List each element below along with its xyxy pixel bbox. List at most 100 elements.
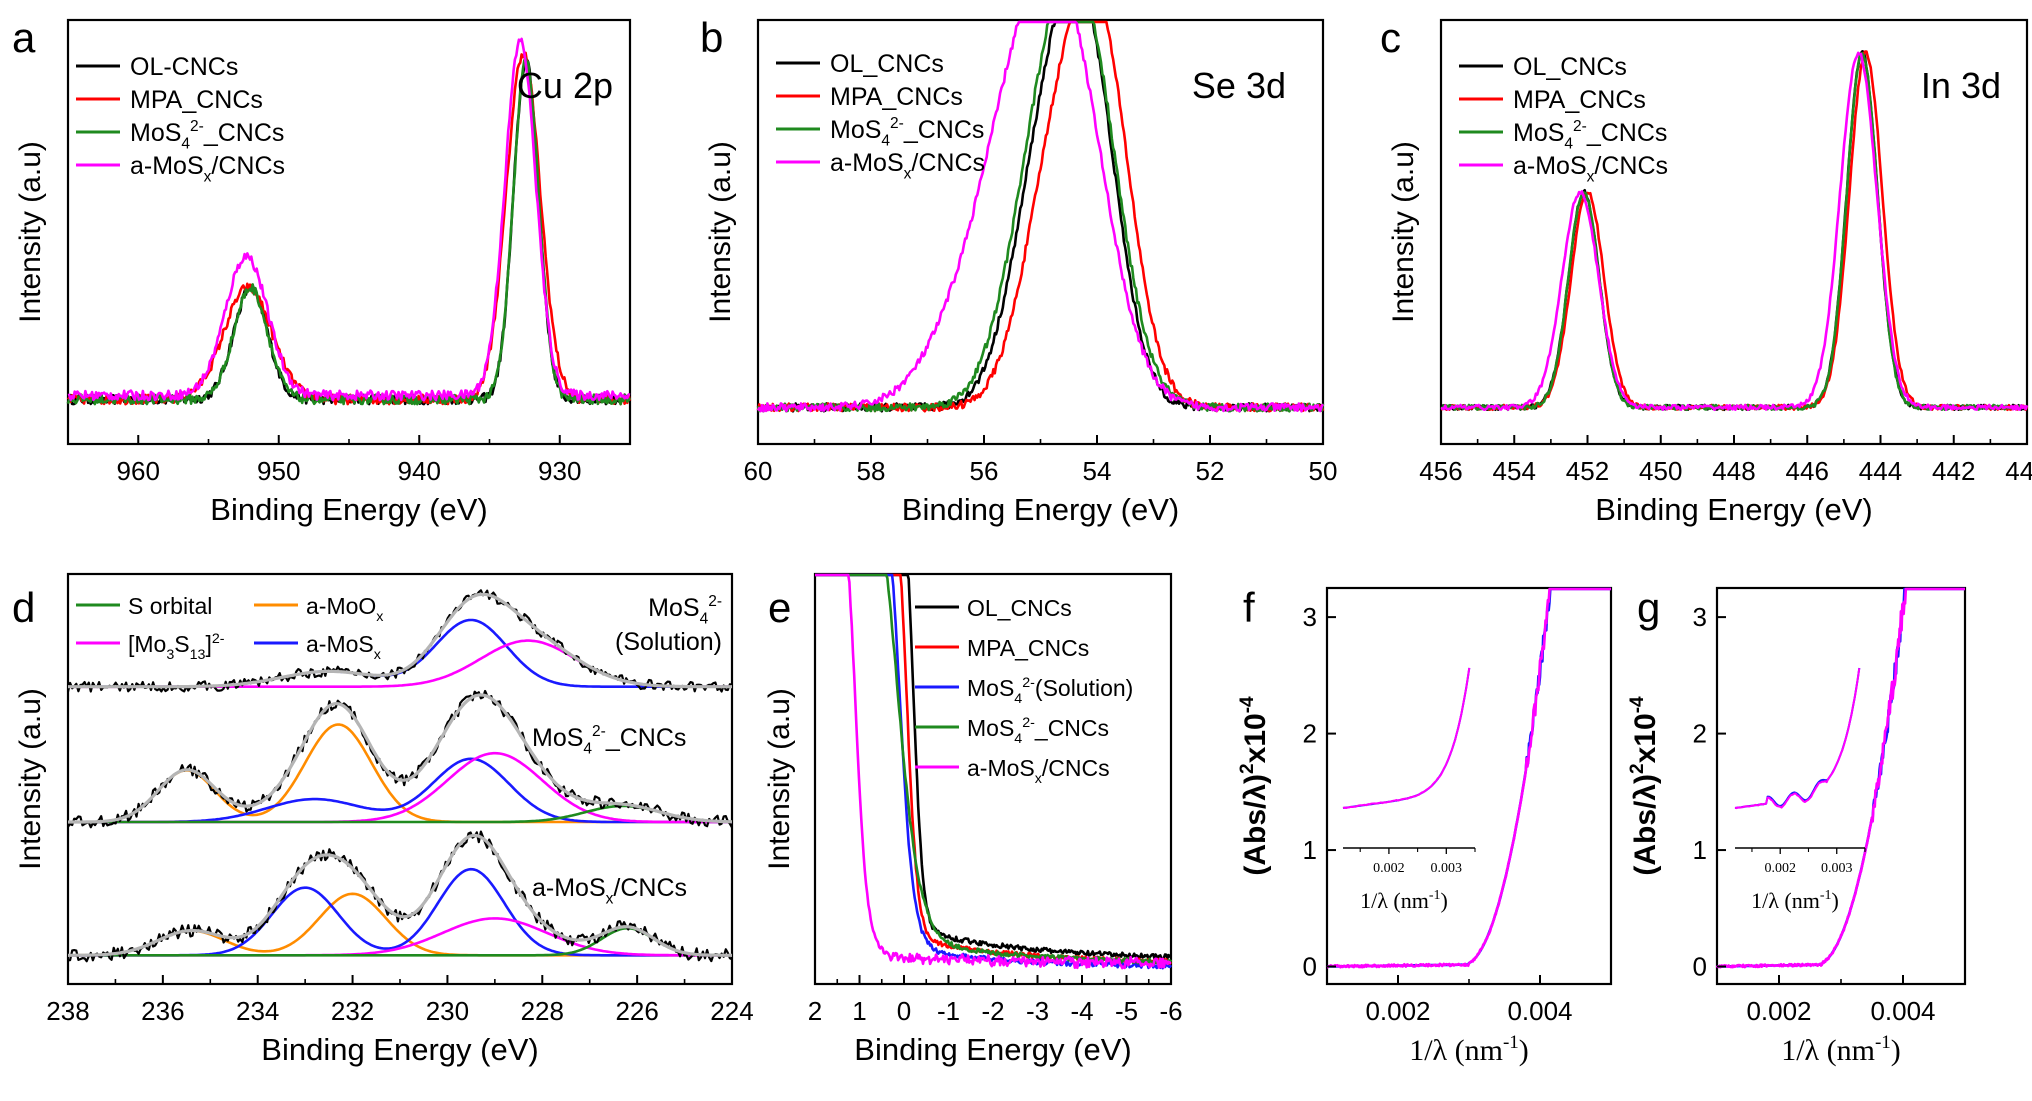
legend-label-part: ] [205,631,211,657]
legend-label-part: a-MoS [967,755,1035,781]
panel-c: c 456 454 452 450 448 446 444 442 440 Binding Ener… [1380,14,2032,527]
stack-label-part: MoS [532,724,583,752]
x-tick-label: 440 [2005,456,2032,486]
panel-letter-g: g [1637,584,1660,631]
y-tick-label: 1 [1693,835,1707,865]
legend-label-part: S orbital [128,593,212,619]
x-tick-label: 1 [852,996,866,1026]
legend-label-part: OL_CNCs [830,50,944,78]
x-tick-label: 224 [710,996,753,1026]
component-magenta [68,751,732,824]
legend-label-part: 2- [1022,715,1035,731]
x-tick-label: 930 [538,456,581,486]
y-tick-label: 1 [1303,835,1317,865]
x-tick-label: 58 [857,456,886,486]
x-axis-label: 1/λ (nm-1) [1781,1032,1901,1067]
chart-title: Se 3d [1192,65,1286,106]
x-axis-label: Binding Energy (eV) [261,1032,538,1067]
inset-x-tick-label: 0.002 [1764,861,1796,876]
panel-d: d 238 236 234 232 230 228 226 224 Binding Energy … [12,572,754,1067]
inset-x-label-part: ) [1832,888,1839,913]
x-tick-label: 50 [1309,456,1338,486]
legend-label: OL_CNCs [1513,53,1627,81]
legend-label-part: a-MoS [830,149,904,177]
panel-letter-f: f [1243,584,1255,631]
x-tick-label: -5 [1115,996,1138,1026]
fitted-envelope [68,693,733,824]
x-tick-label: -4 [1070,996,1093,1026]
y-tick-label: 3 [1303,602,1317,632]
panel-letter-a: a [12,14,36,61]
x-tick-label: 456 [1419,456,1462,486]
panel-b: b 60 58 56 54 52 50 Binding Energy (eV) Intensit… [700,14,1337,527]
legend-label: MoS42-_CNCs [830,115,984,150]
legend-label-part: /CNCs [1042,755,1110,781]
legend-label-part: /CNCs [1594,152,1668,180]
y-tick-label: 0 [1693,952,1707,982]
inset-series-magenta [1342,667,1471,809]
legend-label: a-MoSx/CNCs [967,755,1110,787]
x-tick-label: 448 [1712,456,1755,486]
stack-label-part: a-MoS [532,874,606,902]
y-axis-label-part: -4 [1627,696,1648,713]
legend-label-part: [Mo [128,631,166,657]
legend-label-part: 2- [890,115,904,132]
x-axis-label-part: 1/λ (nm [1781,1034,1875,1067]
legend-label-part: 2- [1022,675,1035,691]
x-tick-label: 0.004 [1870,996,1935,1026]
legend-label-part: x [204,169,212,186]
y-axis-label-part: x10 [1239,713,1272,763]
x-tick-label: 442 [1932,456,1975,486]
x-tick-label: -1 [937,996,960,1026]
legend-label-part: 4 [1014,691,1022,707]
legend-label-part: x [376,609,383,625]
y-axis-label-part: -4 [1237,696,1258,713]
series-line-magenta [814,573,1172,970]
x-tick-label: 238 [46,996,89,1026]
legend-label-part: _CNCs [1586,119,1668,147]
legend-label: MoS42-_CNCs [130,118,284,153]
y-axis-label: Intensity (a.u) [704,141,737,323]
x-tick-label: 444 [1859,456,1902,486]
panel-e: e 2 1 0 -1 -2 -3 -4 -5 -6 Binding Energy (eV) Inten… [763,572,1183,1067]
legend-label-part: 2- [190,118,204,135]
y-tick-label: 3 [1693,602,1707,632]
panel-letter-d: d [12,584,35,631]
stack-label-part: 2- [708,593,722,610]
stack-label-part: /CNCs [613,874,687,902]
legend-label-part: x [904,166,912,183]
inset-x-label-part: 1/λ (nm [1751,888,1820,913]
x-tick-label: 52 [1196,456,1225,486]
series-line-magenta [1440,51,2029,411]
legend-label: a-MoSx [306,631,381,663]
y-axis-label-part: (Abs/λ) [1239,774,1272,876]
legend-label-part: MoS [830,116,881,144]
x-tick-label: 2 [808,996,822,1026]
x-axis-label-part: ) [1891,1034,1901,1067]
x-tick-label: 0.002 [1365,996,1430,1026]
panel-letter-e: e [768,584,791,631]
legend-label: MPA_CNCs [967,635,1089,661]
series-line-magenta [756,20,1325,413]
component-green [68,926,732,957]
stack-label-part: 2- [592,723,606,740]
x-tick-label: 234 [236,996,279,1026]
series-line-magenta [1715,587,1966,969]
stack-label-part: x [606,891,614,908]
x-tick-label: 0.002 [1746,996,1811,1026]
legend-label: MPA_CNCs [130,86,263,114]
legend-label-part: 2- [212,631,225,647]
legend-label-part: MPA_CNCs [967,635,1089,661]
legend-label: a-MoOx [306,593,383,625]
x-axis-label-part: 1/λ (nm [1409,1034,1503,1067]
legend-label: MoS42-_CNCs [1513,118,1667,153]
legend-label-part: MoS [1513,119,1564,147]
legend-label-part: 13 [190,647,206,663]
x-tick-label: 446 [1786,456,1829,486]
legend-label: MoS42-_CNCs [967,715,1109,747]
legend-label-part: OL-CNCs [130,53,238,81]
legend-label: MPA_CNCs [1513,86,1646,114]
legend-label-part: OL_CNCs [1513,53,1627,81]
legend-label-part: /CNCs [211,152,285,180]
